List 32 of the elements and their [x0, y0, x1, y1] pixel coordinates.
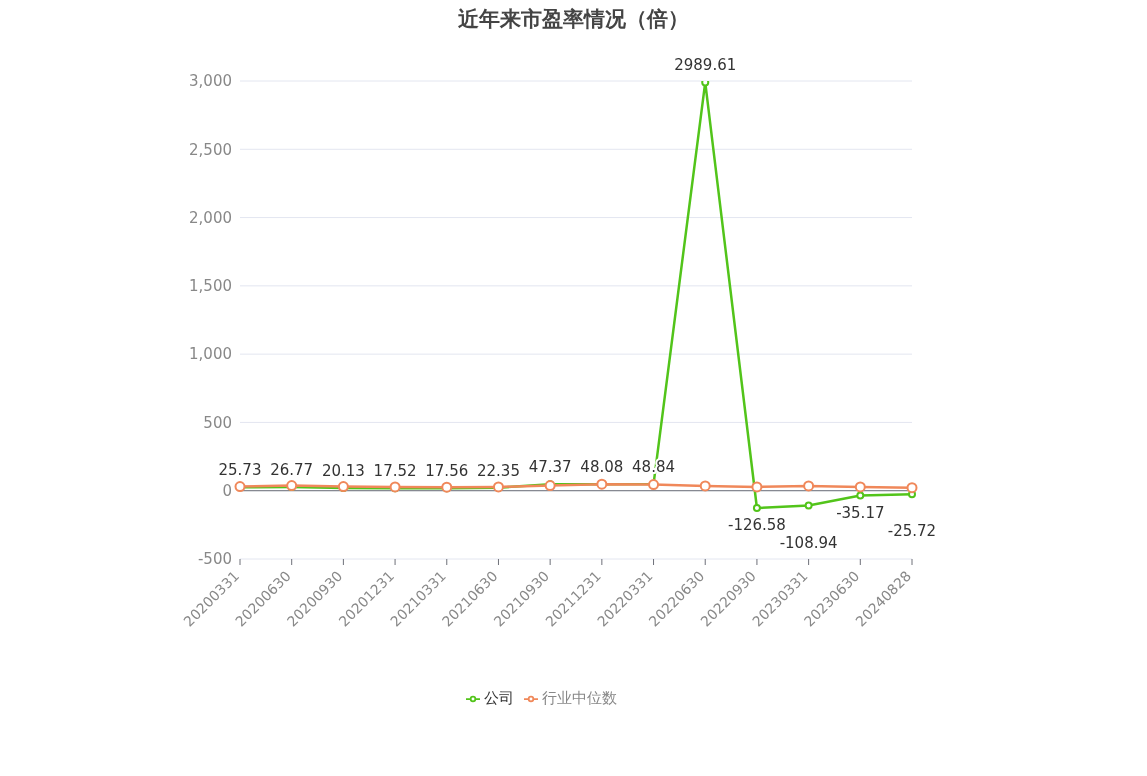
- data-label: -25.72: [887, 522, 937, 541]
- y-tick-label: 1,000: [189, 345, 232, 364]
- data-label: -126.58: [727, 516, 786, 534]
- point: [906, 482, 918, 494]
- data-label: 17.56: [425, 462, 469, 481]
- data-label: 17.52: [373, 462, 417, 481]
- data-label: 47.37: [528, 458, 572, 477]
- legend-label: 公司: [483, 689, 514, 707]
- y-tick-label: 2,500: [189, 140, 232, 159]
- data-label: 26.77: [270, 461, 314, 480]
- y-tick-label: -500: [197, 550, 232, 569]
- data-label: -35.17: [836, 503, 885, 522]
- data-label: -108.94: [779, 533, 838, 552]
- legend-label: 行业中位数: [541, 689, 617, 707]
- data-label: 2989.61: [674, 56, 737, 75]
- point: [804, 501, 813, 510]
- chart-title: 近年来市盈率情况（倍）: [457, 7, 690, 33]
- point: [854, 481, 866, 493]
- y-tick-label: 2,000: [189, 208, 232, 227]
- y-tick-label: 0: [222, 482, 232, 501]
- point: [803, 480, 815, 492]
- data-label: 25.73: [218, 461, 262, 480]
- point: [699, 480, 711, 492]
- y-tick-label: 500: [203, 413, 232, 432]
- data-label: 48.08: [580, 458, 624, 477]
- point: [751, 481, 763, 493]
- point: [752, 504, 761, 512]
- y-tick-label: 3,000: [189, 72, 232, 91]
- data-label: 20.13: [321, 461, 365, 480]
- point: [856, 491, 865, 500]
- y-tick-label: 1,500: [189, 277, 232, 296]
- data-label: 22.35: [476, 461, 520, 480]
